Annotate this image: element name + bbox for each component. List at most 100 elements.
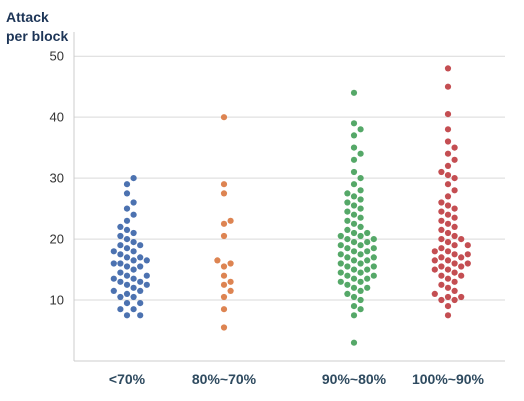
data-point (370, 245, 377, 252)
data-point (451, 242, 458, 249)
data-point (337, 232, 344, 240)
data-point (451, 287, 458, 294)
data-point (350, 303, 358, 310)
data-point (123, 263, 131, 270)
data-point (370, 263, 377, 270)
data-point (130, 293, 137, 301)
data-point (444, 111, 452, 118)
data-point (344, 217, 351, 224)
data-point (451, 156, 458, 163)
data-point (357, 223, 364, 230)
data-point (451, 223, 458, 230)
data-point (117, 251, 124, 258)
data-point (220, 272, 228, 279)
data-point (364, 248, 371, 255)
data-point (337, 278, 344, 285)
data-point (438, 217, 445, 224)
data-point (130, 211, 137, 218)
data-point (214, 257, 221, 264)
data-point (357, 306, 364, 313)
data-point (451, 278, 458, 285)
data-point (344, 254, 351, 261)
data-point (451, 232, 458, 240)
data-point (464, 260, 471, 267)
x-category-label: 90%~80% (322, 371, 387, 387)
data-point (364, 275, 371, 282)
data-point (220, 263, 228, 270)
data-point (220, 281, 228, 288)
y-tick-label: 10 (50, 293, 64, 308)
data-point (117, 269, 124, 276)
data-point (444, 202, 452, 209)
data-point (444, 150, 452, 157)
data-point (117, 278, 124, 285)
data-point (444, 312, 452, 319)
y-tick-label: 50 (50, 49, 64, 64)
data-point (344, 263, 351, 270)
x-category-label: 80%~70% (192, 371, 257, 387)
data-point (117, 242, 124, 249)
data-point (350, 293, 358, 301)
y-axis-label-line-1: Attack (6, 9, 49, 25)
data-point (438, 281, 445, 288)
data-point (357, 287, 364, 294)
data-point (123, 217, 131, 224)
data-point (117, 232, 124, 240)
data-point (123, 272, 131, 279)
data-point (350, 132, 358, 139)
data-point (451, 269, 458, 276)
data-point (444, 257, 452, 264)
data-point (350, 89, 358, 96)
data-point (117, 260, 124, 267)
data-point (137, 242, 144, 249)
data-point (130, 229, 137, 237)
data-point (227, 287, 234, 294)
data-point (227, 217, 234, 224)
data-point (130, 266, 137, 273)
data-point (350, 193, 358, 200)
data-point (350, 275, 358, 282)
data-point (438, 296, 445, 304)
data-point (143, 257, 150, 264)
data-point (123, 281, 131, 288)
data-point (357, 214, 364, 221)
data-point (364, 257, 371, 264)
data-point (438, 199, 445, 206)
data-point (451, 144, 458, 151)
y-tick-label: 20 (50, 232, 64, 247)
data-point (130, 248, 137, 255)
data-point (357, 150, 364, 157)
data-point (123, 245, 131, 252)
data-point (344, 236, 351, 243)
data-point (431, 290, 438, 297)
data-point (344, 245, 351, 252)
data-point (123, 312, 131, 319)
data-point (444, 65, 452, 72)
data-point (438, 272, 445, 279)
data-point (444, 275, 452, 282)
data-point (438, 254, 445, 261)
data-point (220, 114, 228, 121)
data-point (350, 181, 358, 188)
data-point (350, 248, 358, 255)
x-category-label: <70% (109, 371, 146, 387)
data-point (444, 293, 452, 301)
data-point (444, 266, 452, 273)
data-point (137, 287, 144, 294)
data-point (444, 83, 452, 90)
data-point (464, 251, 471, 258)
data-point (357, 242, 364, 249)
data-point (227, 278, 234, 285)
data-point (350, 202, 358, 209)
data-point (451, 187, 458, 194)
data-point (137, 312, 144, 319)
y-tick-label: 30 (50, 171, 64, 186)
data-point (364, 229, 371, 237)
data-point (117, 306, 124, 313)
data-point (220, 220, 228, 227)
data-point (350, 266, 358, 273)
y-axis-label-line-2: per block (6, 28, 69, 44)
data-point (370, 254, 377, 261)
data-point (220, 181, 228, 188)
